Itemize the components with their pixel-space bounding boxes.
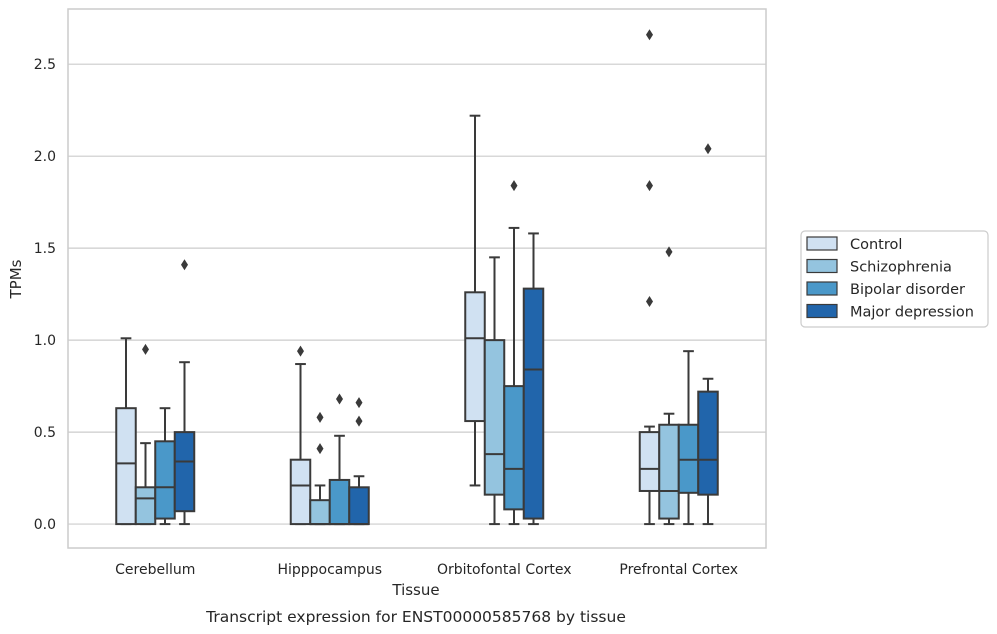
outlier-point	[355, 415, 363, 427]
legend: Control Schizophrenia Bipolar disorder Majo…	[800, 230, 989, 328]
outlier-point	[336, 393, 343, 405]
x-axis-ticks: Cerebellum Hipppocampus Orbitofontal Corte…	[115, 562, 738, 578]
box-schizophrenia	[483, 256, 506, 526]
iqr-box	[154, 440, 176, 520]
y-tick-label: 2.5	[34, 57, 56, 73]
chart-caption: Transcript expression for ENST0000058576…	[205, 608, 626, 626]
legend-label: Bipolar disorder	[850, 282, 965, 298]
plot-frame	[67, 8, 767, 549]
outlier-point	[142, 343, 149, 355]
legend-swatch	[806, 236, 838, 251]
y-axis-ticks: 0.0 0.5 1.0 1.5 2.0 2.5	[34, 57, 56, 533]
iqr-box	[483, 339, 506, 496]
outlier-point	[665, 246, 673, 258]
legend-swatch	[806, 303, 838, 319]
legend-label: Schizophrenia	[850, 260, 952, 276]
iqr-box	[503, 385, 525, 511]
box-major-depression	[173, 259, 196, 526]
iqr-box	[173, 431, 196, 513]
x-tick-label: Hipppocampus	[277, 562, 382, 578]
box-control	[115, 337, 137, 526]
iqr-box	[658, 423, 680, 520]
y-tick-label: 0.5	[34, 425, 56, 441]
y-tick-label: 1.5	[34, 241, 56, 257]
legend-swatch	[806, 258, 838, 274]
box-bipolar-disorder	[503, 180, 525, 526]
iqr-box	[309, 499, 331, 526]
outlier-point	[646, 180, 653, 192]
outlier-point	[646, 29, 653, 41]
box-bipolar-disorder	[677, 350, 700, 526]
legend-label: Control	[850, 237, 902, 253]
iqr-box	[115, 407, 137, 526]
legend-swatch	[806, 281, 838, 296]
iqr-box	[348, 486, 370, 526]
outlier-point	[316, 443, 324, 455]
iqr-box	[522, 287, 545, 520]
outlier-point	[181, 259, 188, 271]
iqr-box	[134, 486, 157, 526]
outlier-point	[355, 397, 363, 409]
box-control	[464, 114, 486, 487]
box-major-depression	[697, 143, 719, 526]
legend-label: Major depression	[850, 305, 974, 321]
y-tick-label: 0.0	[34, 517, 56, 533]
legend-frame	[800, 230, 989, 328]
box-schizophrenia	[134, 343, 157, 526]
outlier-point	[704, 143, 712, 155]
iqr-box	[289, 458, 312, 526]
box-control	[638, 29, 661, 526]
x-tick-label: Prefrontal Cortex	[619, 562, 738, 578]
outlier-point	[316, 411, 324, 423]
iqr-box	[638, 431, 661, 492]
box-bipolar-disorder	[154, 407, 176, 526]
box-major-depression	[348, 397, 370, 526]
y-axis-label: TPMs	[7, 259, 25, 299]
y-tick-label: 2.0	[34, 149, 56, 165]
iqr-box	[464, 291, 486, 423]
box-plot-area	[115, 29, 719, 526]
outlier-point	[510, 180, 518, 192]
x-tick-label: Orbitofontal Cortex	[437, 562, 572, 578]
outlier-point	[646, 295, 653, 307]
x-axis-label: Tissue	[391, 581, 439, 599]
box-schizophrenia	[309, 411, 331, 526]
box-control	[289, 345, 312, 526]
box-bipolar-disorder	[328, 393, 351, 526]
box-schizophrenia	[658, 246, 680, 526]
x-tick-label: Cerebellum	[115, 562, 195, 578]
iqr-box	[328, 478, 351, 526]
iqr-box	[697, 390, 719, 496]
outlier-point	[297, 345, 304, 357]
y-tick-label: 1.0	[34, 333, 56, 349]
box-major-depression	[522, 232, 545, 526]
